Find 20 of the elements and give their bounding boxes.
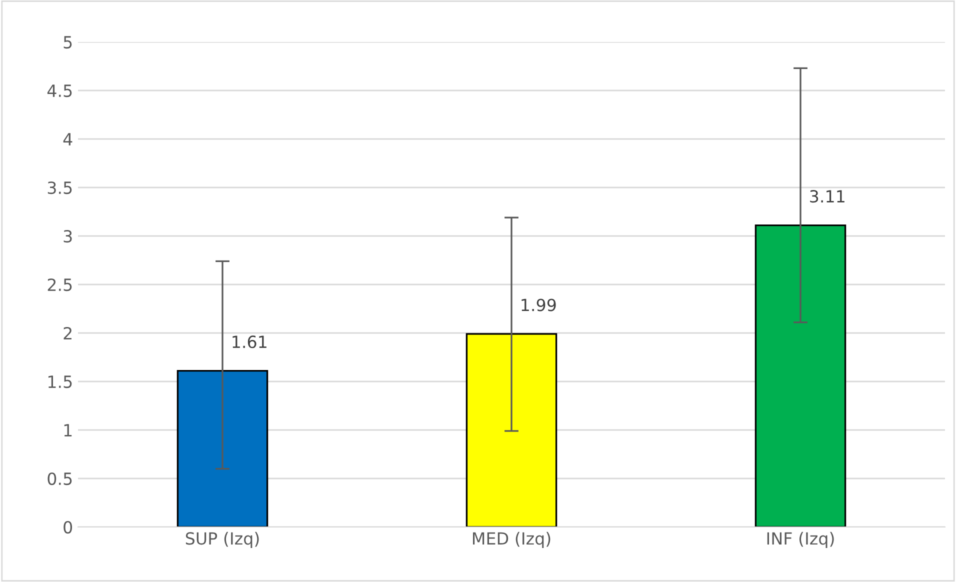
y-tick-label: 0.5 xyxy=(48,472,72,486)
y-tick-label: 1.5 xyxy=(48,376,72,388)
y-tick-label: 1 xyxy=(64,424,72,436)
bar xyxy=(754,224,846,527)
x-tick-label: INF (Izq) xyxy=(767,532,834,548)
data-label: 3.11 xyxy=(810,190,844,203)
y-tick-label: 0 xyxy=(64,520,72,534)
y-tick-label: 2.5 xyxy=(48,278,72,292)
bar xyxy=(176,370,268,527)
y-tick-label: 3.5 xyxy=(48,181,72,194)
y-tick-label: 2 xyxy=(64,326,72,340)
y-tick-label: 3 xyxy=(64,230,72,243)
x-tick-label: SUP (Izq) xyxy=(186,532,259,548)
bar xyxy=(466,333,558,527)
data-label: 1.99 xyxy=(522,298,556,312)
data-label: 1.61 xyxy=(232,336,266,348)
y-tick-label: 5 xyxy=(64,36,72,49)
y-tick-label: 4.5 xyxy=(47,84,72,98)
x-tick-label: MED (Izq) xyxy=(472,532,550,548)
y-tick-label: 4 xyxy=(63,133,72,146)
